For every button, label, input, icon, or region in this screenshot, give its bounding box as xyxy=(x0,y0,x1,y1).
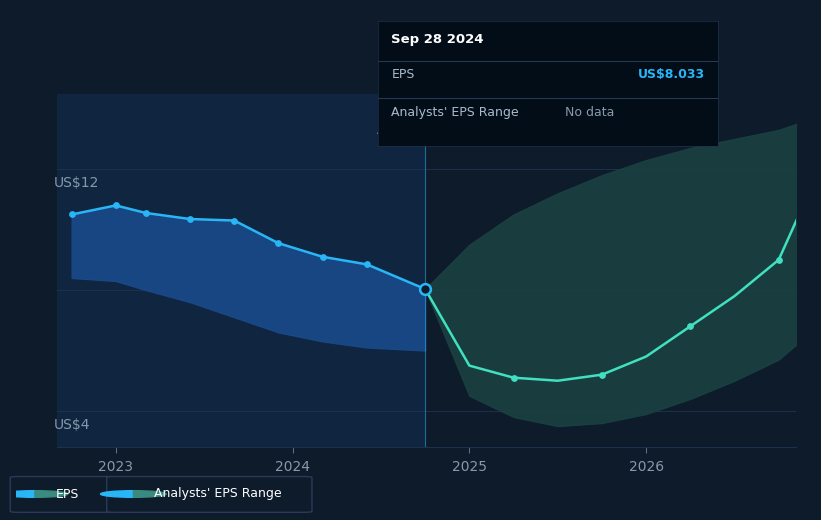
Text: EPS: EPS xyxy=(56,488,79,500)
Point xyxy=(227,216,241,225)
Point xyxy=(507,373,521,382)
Point xyxy=(360,260,374,268)
Point xyxy=(772,256,785,264)
Point xyxy=(183,215,196,223)
Wedge shape xyxy=(100,491,133,497)
Text: Analysts' EPS Range: Analysts' EPS Range xyxy=(154,488,282,500)
Point xyxy=(419,285,432,293)
Point xyxy=(109,201,122,210)
Text: No data: No data xyxy=(565,106,614,119)
Bar xyxy=(57,94,425,447)
Wedge shape xyxy=(2,491,34,497)
Text: Sep 28 2024: Sep 28 2024 xyxy=(392,33,484,46)
Text: US$12: US$12 xyxy=(54,176,99,190)
Text: Analysts' EPS Range: Analysts' EPS Range xyxy=(392,106,519,119)
Text: Analysts Forecasts: Analysts Forecasts xyxy=(434,124,550,137)
Wedge shape xyxy=(133,491,166,497)
Text: US$8.033: US$8.033 xyxy=(638,68,704,81)
Point xyxy=(140,209,153,217)
Text: EPS: EPS xyxy=(392,68,415,81)
Point xyxy=(65,210,78,218)
Text: US$4: US$4 xyxy=(54,418,90,432)
Point xyxy=(595,371,608,379)
Point xyxy=(316,253,329,261)
Point xyxy=(272,239,285,248)
Text: Actual: Actual xyxy=(377,124,416,137)
Point xyxy=(684,322,697,331)
Point xyxy=(419,285,432,293)
FancyBboxPatch shape xyxy=(10,476,117,512)
Wedge shape xyxy=(34,491,68,497)
Point xyxy=(419,285,432,293)
FancyBboxPatch shape xyxy=(107,476,312,512)
